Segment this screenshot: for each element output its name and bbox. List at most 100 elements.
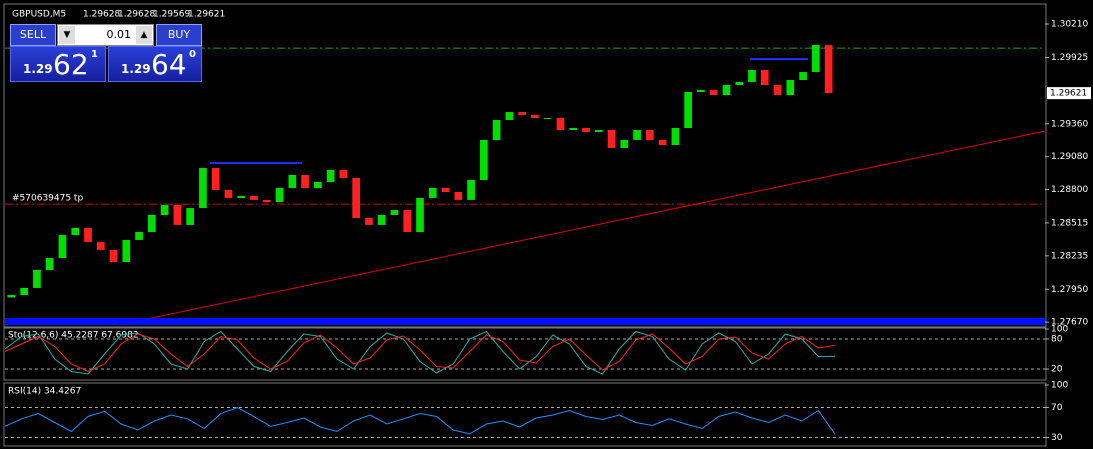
candle — [211, 168, 220, 190]
rsi-frame — [3, 382, 1047, 447]
candle — [633, 129, 641, 140]
candle — [186, 208, 194, 225]
candle — [646, 129, 654, 140]
buy-button[interactable]: BUY — [156, 24, 202, 46]
y-tick-label: 1.28235 — [1051, 251, 1088, 261]
candle — [582, 128, 590, 132]
indicator-line — [4, 330, 836, 375]
main-frame — [3, 3, 1047, 328]
candle — [122, 239, 131, 263]
candle — [250, 195, 258, 200]
y-tick-label: 1.27950 — [1051, 285, 1088, 295]
sell-price[interactable]: 1.29 62 1 — [10, 46, 106, 82]
ohlc: 1.29569 — [153, 10, 190, 20]
indicator-title: Sto(12,6,6) 45.2287 67.6982 — [8, 331, 139, 341]
candle — [824, 45, 833, 94]
price-big: 1.29 — [23, 62, 53, 76]
candle — [377, 214, 386, 225]
candle — [339, 170, 348, 178]
price-big: 1.29 — [121, 62, 151, 76]
candle — [531, 114, 539, 119]
candle — [403, 210, 412, 232]
candle — [722, 85, 731, 96]
y-tick-label: 100 — [1051, 381, 1068, 391]
candle — [709, 89, 718, 96]
price-main: 62 — [53, 48, 89, 81]
price-label: 1.29621 — [1050, 89, 1087, 99]
y-tick-label: 30 — [1051, 433, 1063, 443]
y-tick-label: 1.30210 — [1051, 20, 1088, 30]
price-label-box — [1047, 87, 1091, 100]
y-tick-label: 1.27670 — [1051, 318, 1088, 328]
candle — [365, 218, 373, 225]
y-tick-label: 20 — [1051, 365, 1063, 375]
lot-input[interactable]: ▼ 0.01 ▲ — [57, 24, 154, 46]
candle — [33, 270, 41, 288]
candle — [518, 112, 526, 115]
blue-bar — [5, 318, 1045, 325]
symbol: GBPUSD,M5 — [12, 10, 66, 20]
ohlc: 1.29621 — [188, 10, 225, 20]
lot-down[interactable]: ▼ — [59, 26, 75, 44]
y-tick-label: 1.28800 — [1051, 185, 1088, 195]
candle — [543, 118, 552, 120]
candle — [786, 79, 795, 96]
candle — [454, 191, 463, 200]
candle — [301, 174, 309, 188]
candle — [773, 85, 782, 96]
candle — [160, 204, 169, 215]
trend-line — [117, 130, 1046, 326]
candle — [109, 249, 118, 263]
y-tick-label: 70 — [1051, 403, 1063, 413]
candle — [441, 187, 450, 192]
candle — [71, 227, 80, 236]
y-tick-label: 100 — [1051, 325, 1068, 335]
candle — [20, 287, 28, 296]
lot-value: 0.01 — [106, 28, 132, 41]
y-tick-label: 1.28515 — [1051, 218, 1088, 228]
candle — [199, 168, 207, 209]
candle — [390, 210, 399, 215]
candle — [58, 235, 67, 259]
candle — [760, 70, 769, 86]
stoch-frame — [3, 327, 1047, 381]
candle — [84, 227, 92, 242]
candle — [620, 139, 629, 148]
indicator-line — [4, 333, 836, 373]
candle — [556, 118, 565, 130]
candle — [45, 258, 54, 271]
candle — [428, 187, 437, 198]
candle — [480, 139, 488, 180]
level-label: #570639475 tp — [12, 194, 83, 204]
price-sup: 0 — [189, 49, 196, 60]
y-tick-label: 80 — [1051, 335, 1063, 345]
sell-button[interactable]: SELL — [10, 24, 56, 46]
candle — [352, 177, 360, 219]
candle — [671, 128, 680, 146]
candle — [326, 170, 335, 182]
y-tick-label: 1.29080 — [1051, 152, 1088, 162]
buy-price[interactable]: 1.29 64 0 — [108, 46, 202, 82]
ohlc: 1.29628 — [83, 10, 120, 20]
lot-up[interactable]: ▲ — [136, 26, 152, 44]
candle — [224, 189, 233, 198]
candle — [735, 81, 744, 86]
candle — [467, 179, 475, 200]
y-tick-label: 1.29925 — [1051, 53, 1088, 63]
candle — [697, 89, 705, 92]
candle — [262, 199, 271, 203]
candle — [492, 120, 501, 140]
indicator-title: RSI(14) 34.4267 — [8, 387, 81, 397]
candle — [237, 195, 246, 198]
candle — [812, 45, 820, 73]
candle — [416, 197, 424, 232]
candle — [7, 295, 16, 298]
header: GBPUSD,M5 1.29628 1.29628 1.29569 1.2962… — [12, 10, 225, 20]
candle — [314, 181, 322, 188]
price-main: 64 — [151, 48, 187, 81]
candle — [173, 204, 182, 225]
ohlc: 1.29628 — [118, 10, 155, 20]
candle — [288, 174, 297, 188]
